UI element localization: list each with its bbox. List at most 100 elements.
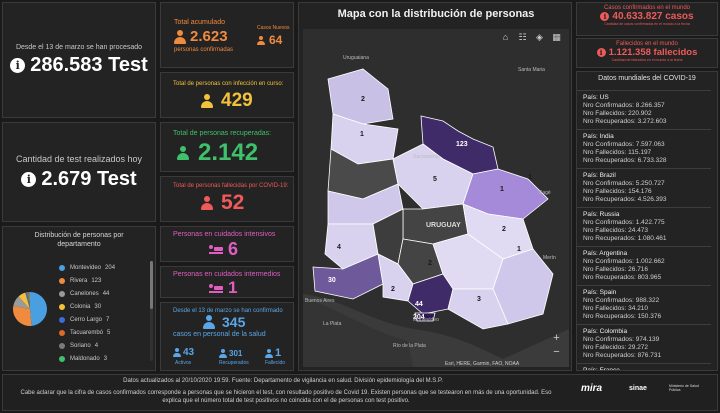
distribution-pie-chart	[13, 292, 47, 326]
basemap-icon[interactable]: ▦	[552, 32, 561, 42]
legend-value: 204	[105, 264, 116, 271]
country-recovered: Nro Recuperados: 6.733.328	[583, 157, 667, 164]
country-recovered: Nro Recuperados: 876.731	[583, 352, 662, 359]
world-deaths-sub: Cantidad de fallecidos en el mundo a la …	[611, 58, 683, 62]
country-deaths: Nro Fallecidos: 29.272	[583, 344, 649, 351]
legend-label: Maldonado	[70, 355, 100, 362]
footer-line2: Cabe aclarar que la cifra de casos confi…	[20, 390, 552, 404]
legend-icon[interactable]: ☷	[518, 32, 527, 42]
country-recovered: Nro Recuperados: 150.376	[583, 313, 662, 320]
processed-panel: Desde el 13 de marzo se han procesado i …	[2, 2, 156, 118]
curso-label: Total de personas con infección en curso…	[173, 81, 284, 87]
curso-number: 429	[221, 90, 253, 111]
fallecidas-label: Total de personas fallecidas por COVID-1…	[173, 183, 289, 189]
map-count-label: 4	[337, 244, 341, 251]
salud-fallecido-label: Fallecido	[265, 360, 286, 366]
info-icon: i	[10, 57, 26, 73]
pie-slice-colonia[interactable]	[18, 292, 30, 309]
zoom-in-button[interactable]: +	[553, 332, 560, 344]
world-country-list[interactable]: País: US Nro Confirmados: 8.266.357 Nro Fa…	[577, 90, 717, 370]
legend-item: Rivera 123	[59, 274, 147, 287]
country-recovered: Nro Recuperados: 3.272.603	[583, 118, 667, 125]
legend-swatch	[59, 329, 65, 336]
recuperadas-panel: Total de personas recuperadas: 2.142	[160, 122, 294, 172]
legend-item: Montevideo 204	[59, 261, 147, 274]
salud-fallecido: 1	[265, 347, 281, 359]
intermedios-value: 1	[209, 278, 237, 298]
legend-item: Colonia 30	[59, 300, 147, 313]
layers-icon[interactable]: ◈	[536, 32, 543, 42]
place-rio-de-la-plata: Río de la Plata	[393, 343, 426, 349]
dept-montevideo	[414, 312, 436, 322]
intermedios-panel: Personas en cuidados intermedios 1	[160, 266, 294, 298]
legend-item: Soriano 4	[59, 339, 147, 352]
country-deaths: Nro Fallecidos: 24.473	[583, 227, 649, 234]
uruguay-map[interactable]: 123 2 1 5 1 2 4 2 30 2 44 204 3 1 1 Uruguaiana Santa M…	[303, 29, 569, 367]
legend-scrollbar-thumb[interactable]	[150, 261, 153, 309]
world-confirmed-panel: Casos confirmados en el mundo i 40.633.8…	[576, 2, 718, 36]
salud-note: Desde el 13 de marzo se han confirmado	[173, 308, 283, 314]
legend-label: Rivera	[70, 277, 88, 284]
map-count-labels: 123 2 1 5 1 2 4 2 30 2 44 204 3 1 1	[328, 96, 532, 321]
pie-slice-soriano[interactable]	[28, 292, 30, 309]
pie-slice-maldonado[interactable]	[29, 292, 30, 309]
world-confirmed-number: 40.633.827 casos	[612, 11, 694, 22]
legend-value: 7	[106, 316, 110, 323]
map-count-label: 5	[433, 176, 437, 183]
distribution-legend: Montevideo 204 Rivera 123 Canelones 44 Colonia…	[59, 261, 147, 365]
legend-value: 30	[94, 303, 102, 310]
legend-item: Cerro Largo 7	[59, 313, 147, 326]
person-icon	[265, 348, 273, 358]
distribution-title: Distribución de personas por departament…	[34, 232, 124, 248]
intensivos-label: Personas en cuidados intensivos	[173, 231, 276, 238]
legend-label: Cerro Largo	[70, 316, 103, 323]
curso-panel: Total de personas con infección en curso…	[160, 72, 294, 118]
legend-swatch	[59, 316, 65, 323]
total-acumulado-panel: Total acumulado 2.623 personas confirmad…	[160, 2, 294, 68]
world-country-item[interactable]: País: Spain Nro Confirmados: 988.322 Nro F…	[577, 285, 711, 324]
world-country-item[interactable]: País: India Nro Confirmados: 7.597.063 Nro…	[577, 129, 711, 168]
map-count-label: 2	[391, 286, 395, 293]
pie-slice-tacuarembó[interactable]	[26, 292, 30, 309]
country-deaths: Nro Fallecidos: 154.176	[583, 188, 652, 195]
salud-recuperados: 301	[219, 349, 242, 358]
world-country-item[interactable]: País: Russia Nro Confirmados: 1.422.775 Nr…	[577, 207, 711, 246]
country-confirmed: Nro Confirmados: 988.322	[583, 297, 660, 304]
pie-slice-canelones[interactable]	[13, 296, 30, 309]
map-attribution: Esri, HERE, Garmin, FAO, NOAA	[445, 361, 520, 367]
world-country-item[interactable]: País: Argentina Nro Confirmados: 1.002.66…	[577, 246, 711, 285]
info-icon: i	[21, 171, 37, 187]
intensivos-number: 6	[228, 239, 239, 259]
world-data-panel: Datos mundiales del COVID-19 País: US Nro…	[576, 71, 718, 371]
country-recovered: Nro Recuperados: 4.526.393	[583, 196, 667, 203]
legend-scrollbar[interactable]	[150, 261, 153, 361]
zoom-out-button[interactable]: −	[553, 346, 560, 358]
legend-item: Tacuarembó 5	[59, 326, 147, 339]
map-count-label: 44	[415, 301, 423, 308]
sinae-logo: sinae	[629, 385, 647, 392]
mira-logo: mira	[581, 383, 603, 394]
map-count-label: 2	[428, 260, 432, 267]
casos-nuevos-number: 64	[269, 33, 283, 47]
intermedios-label: Personas en cuidados intermedios	[173, 271, 281, 278]
pie-slice-rivera[interactable]	[13, 305, 32, 326]
legend-swatch	[59, 342, 65, 349]
pie-slice-cerro-largo[interactable]	[25, 292, 30, 309]
pie-slice-montevideo[interactable]	[30, 292, 47, 326]
home-icon[interactable]: ⌂	[502, 32, 509, 42]
today-value-text: 2.679 Test	[41, 167, 137, 190]
salud-fallecido-number: 1	[275, 347, 282, 359]
legend-swatch	[59, 290, 65, 297]
total-acumulado-number: 2.623	[190, 28, 228, 45]
world-country-item[interactable]: País: US Nro Confirmados: 8.266.357 Nro Fa…	[577, 90, 711, 129]
processed-value-text: 286.583 Test	[30, 53, 148, 76]
world-country-item[interactable]: País: Colombia Nro Confirmados: 974.139 Nr…	[577, 324, 711, 363]
country-confirmed: Nro Confirmados: 7.597.063	[583, 141, 665, 148]
world-confirmed-label: Casos confirmados en el mundo	[603, 5, 691, 11]
world-country-item[interactable]: País: Brazil Nro Confirmados: 5.250.727 Nr…	[577, 168, 711, 207]
legend-label: Colonia	[70, 303, 91, 310]
total-acumulado-value: 2.623	[174, 28, 228, 45]
map-count-label: 1	[517, 246, 521, 253]
world-country-item[interactable]: País: FranceNro Confirmados: 973.068Nro …	[577, 363, 711, 370]
world-deaths-number: 1.121.358 fallecidos	[608, 47, 698, 58]
